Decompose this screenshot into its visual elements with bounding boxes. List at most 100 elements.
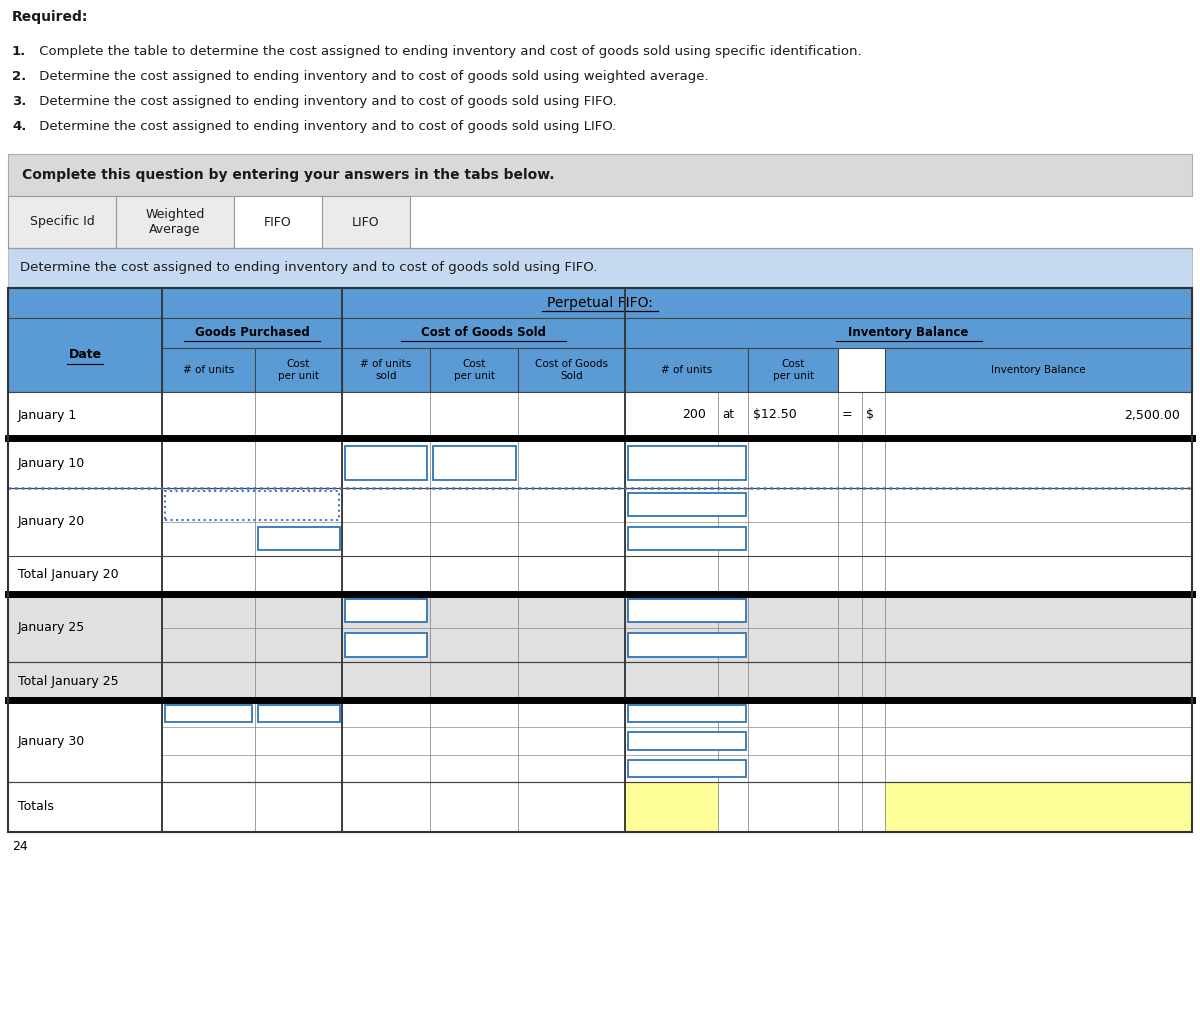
Bar [628,494,745,517]
Bar [628,447,745,480]
Bar [254,556,342,594]
Bar [625,782,718,832]
Text: Determine the cost assigned to ending inventory and to cost of goods sold using : Determine the cost assigned to ending in… [35,95,617,107]
Bar [430,488,518,556]
Bar [838,556,862,594]
Text: 4.: 4. [12,119,26,133]
Text: Total January 25: Total January 25 [18,674,119,687]
Bar [518,392,625,438]
Text: Determine the cost assigned to ending inventory and to cost of goods sold using : Determine the cost assigned to ending in… [35,70,709,82]
Bar [344,634,427,657]
Text: Determine the cost assigned to ending inventory and to cost of goods sold using : Determine the cost assigned to ending in… [35,119,617,133]
Text: January 20: January 20 [18,516,85,529]
Bar [748,488,838,556]
Bar [718,782,748,832]
Bar [344,447,427,480]
Bar [8,662,162,700]
Text: Total January 20: Total January 20 [18,568,119,581]
Bar [164,705,252,722]
Bar [342,392,430,438]
Text: 2.: 2. [12,70,26,82]
Bar [8,196,116,248]
Text: Cost
per unit: Cost per unit [454,359,494,381]
Bar [748,782,838,832]
Bar [8,782,162,832]
Text: 3.: 3. [12,95,26,107]
Text: Cost
per unit: Cost per unit [773,359,814,381]
Bar [838,488,862,556]
Bar [430,662,518,700]
Bar [8,700,162,782]
Text: LIFO: LIFO [352,215,380,228]
Bar [518,594,625,662]
Bar [8,438,162,488]
Bar [8,288,1192,832]
Bar [862,392,884,438]
Bar [718,662,748,700]
Text: 24: 24 [12,841,28,853]
Bar [162,488,254,556]
Bar [254,782,342,832]
Bar [886,594,1192,662]
Bar [628,600,745,623]
Bar [162,662,254,700]
Text: =: = [842,409,853,422]
Bar [718,438,748,488]
Bar [862,594,884,662]
Bar [886,348,1192,392]
Text: 2,500.00: 2,500.00 [1124,409,1180,422]
Bar [628,733,745,750]
Text: $: $ [866,409,874,422]
Text: # of units
sold: # of units sold [360,359,412,381]
Bar [518,662,625,700]
Text: 200: 200 [682,409,706,422]
Bar [886,662,1192,700]
Bar [518,438,625,488]
Bar [886,488,1192,556]
Bar [342,488,430,556]
Bar [162,700,254,782]
Bar [748,348,838,392]
Text: # of units: # of units [182,365,234,375]
Bar [432,447,516,480]
Text: January 1: January 1 [18,409,77,422]
Bar [254,700,342,782]
Bar [838,700,862,782]
Bar [8,248,1192,288]
Bar [862,782,884,832]
Bar [838,438,862,488]
Bar [625,318,1192,348]
Bar [862,556,884,594]
Bar [344,600,427,623]
Bar [628,634,745,657]
Bar [8,288,1192,318]
Bar [748,700,838,782]
Bar [162,556,254,594]
Text: Cost of Goods Sold: Cost of Goods Sold [421,326,546,340]
Bar [886,392,1192,438]
Bar [718,700,748,782]
Bar [625,556,718,594]
Bar [886,438,1192,488]
Bar [430,438,518,488]
Bar [8,392,162,438]
Bar [625,700,718,782]
Bar [718,488,748,556]
Bar [342,700,430,782]
Text: January 25: January 25 [18,622,85,635]
Bar [748,662,838,700]
Text: Inventory Balance: Inventory Balance [848,326,968,340]
Bar [258,528,340,551]
Bar [342,782,430,832]
Bar [748,392,838,438]
Text: Complete the table to determine the cost assigned to ending inventory and cost o: Complete the table to determine the cost… [35,44,862,58]
Bar [164,491,340,520]
Bar [162,438,254,488]
Text: # of units: # of units [661,365,712,375]
Bar [838,392,862,438]
Text: 1.: 1. [12,44,26,58]
Bar [254,488,342,556]
Bar [718,556,748,594]
Bar [518,700,625,782]
Text: Goods Purchased: Goods Purchased [194,326,310,340]
